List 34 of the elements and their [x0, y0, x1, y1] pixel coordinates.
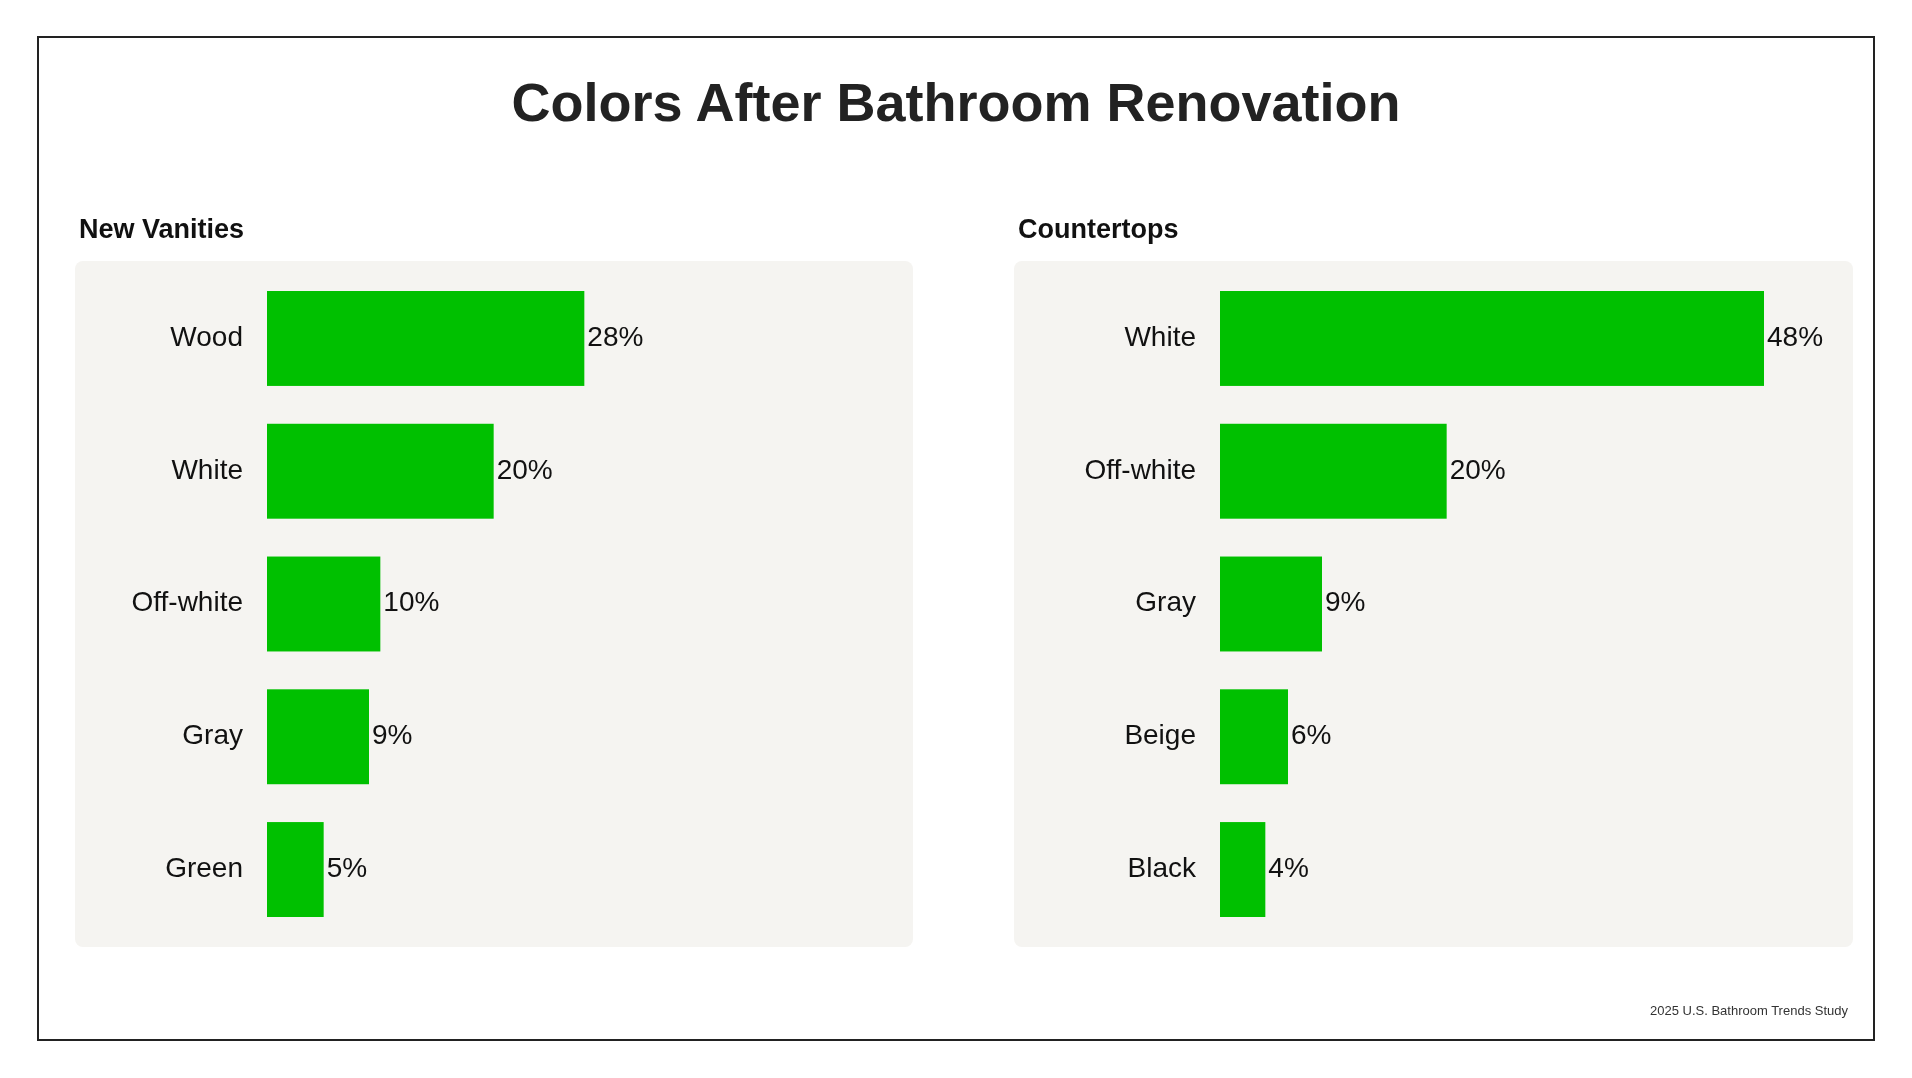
bar: [1220, 689, 1288, 785]
data-label: 9%: [372, 719, 413, 751]
data-label: 20%: [496, 453, 553, 485]
data-label: 5%: [326, 851, 368, 883]
y-tick-label: Gray: [182, 719, 243, 751]
y-tick-label: Beige: [1124, 719, 1196, 751]
data-label: 28%: [587, 320, 644, 352]
bar: [267, 423, 494, 519]
y-tick-label: Off-white: [1084, 453, 1196, 485]
text: Colors After Bathroom Renovation: [511, 72, 1401, 133]
data-label: 6%: [1291, 719, 1332, 751]
bar: [267, 822, 324, 917]
y-tick-label: Black: [1127, 851, 1197, 883]
bar: [1220, 291, 1764, 386]
y-tick-label: Green: [165, 851, 243, 883]
y-tick-label: White: [171, 453, 243, 485]
data-label: 9%: [1325, 586, 1366, 618]
y-tick-label: Off-white: [131, 586, 243, 618]
bar: [1220, 423, 1447, 519]
y-tick-label: Wood: [170, 320, 243, 352]
bar: [267, 291, 585, 386]
bar: [267, 556, 381, 652]
data-label: 4%: [1268, 851, 1309, 883]
bar: [1220, 822, 1266, 917]
bar: [267, 689, 369, 785]
text: 2025 U.S. Bathroom Trends Study: [1650, 1003, 1849, 1019]
data-label: 20%: [1449, 453, 1506, 485]
chart-subtitle: New Vanities: [79, 214, 245, 245]
data-label: 10%: [383, 586, 440, 618]
data-label: 48%: [1767, 320, 1824, 352]
y-tick-label: White: [1124, 320, 1196, 352]
chart-subtitle: Countertops: [1018, 214, 1179, 245]
bar: [1220, 556, 1322, 652]
y-tick-label: Gray: [1135, 586, 1196, 618]
